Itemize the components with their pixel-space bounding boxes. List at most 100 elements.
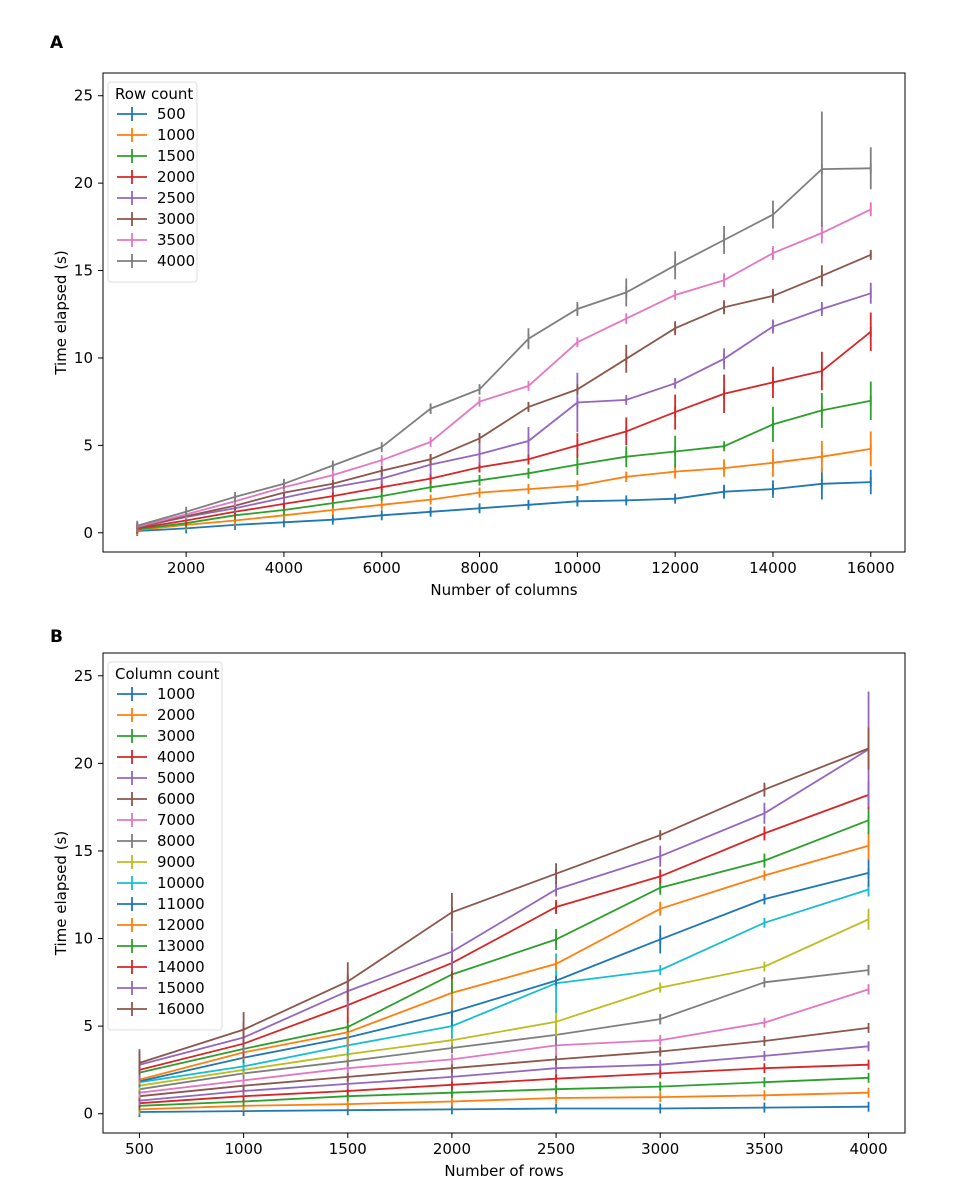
y-tick-label: 20 — [74, 754, 93, 772]
legend-label: 1500 — [157, 147, 195, 165]
x-tick-label: 2500 — [537, 1140, 575, 1158]
x-tick-label: 14000 — [749, 559, 797, 577]
legend-item: 8000 — [117, 832, 195, 850]
x-tick-label: 3000 — [641, 1140, 679, 1158]
legend-item: 15000 — [117, 979, 205, 997]
legend-label: 14000 — [157, 958, 205, 976]
x-tick-label: 4000 — [849, 1140, 887, 1158]
y-tick-label: 15 — [74, 842, 93, 860]
series-13000 — [138, 806, 870, 1080]
x-tick-label: 2000 — [167, 559, 205, 577]
panel-label: A — [50, 33, 64, 53]
series-line — [139, 1045, 869, 1102]
series-3500 — [136, 202, 872, 532]
y-tick-label: 25 — [74, 667, 93, 685]
series-line — [139, 844, 869, 1081]
x-axis-label: Number of rows — [444, 1162, 564, 1180]
legend-item: 4000 — [117, 748, 195, 766]
axes-frame — [102, 652, 906, 1134]
legend-item: 16000 — [117, 1000, 205, 1018]
series-line — [137, 399, 871, 531]
series-line — [137, 448, 871, 531]
series-line — [139, 1076, 869, 1107]
legend-item: 5000 — [117, 769, 195, 787]
legend-item: 9000 — [117, 853, 195, 871]
y-tick-label: 10 — [74, 349, 93, 367]
legend-item: 6000 — [117, 790, 195, 808]
legend: Column count 1000 2000 3000 4000 5000 6000 7000… — [107, 661, 223, 1031]
legend-box — [107, 81, 198, 283]
panel-b: B 500 1000 1500 2000 2500 3000 3500 4000 0 5 10 15 20… — [50, 627, 906, 1180]
legend-item: 3500 — [117, 231, 195, 249]
axes-frame — [102, 72, 906, 553]
legend: Row count 500 1000 1500 2000 2500 3000 3500 4000 — [107, 81, 198, 283]
series-line — [139, 1027, 869, 1098]
legend-box — [107, 661, 223, 1031]
series-line — [136, 253, 872, 529]
legend-label: 2000 — [157, 706, 195, 724]
y-tick-label: 0 — [83, 1105, 93, 1123]
x-tick-label: 6000 — [363, 559, 401, 577]
legend-label: 4000 — [157, 252, 195, 270]
x-tick-label: 4000 — [265, 559, 303, 577]
legend-label: 1000 — [157, 126, 195, 144]
legend-label: 5000 — [157, 769, 195, 787]
legend-item: 3000 — [117, 727, 195, 745]
series-line — [139, 918, 869, 1087]
series-16000 — [138, 727, 870, 1076]
legend-label: 16000 — [157, 1000, 205, 1018]
y-tick-label: 5 — [83, 436, 93, 454]
legend-label: 3000 — [157, 727, 195, 745]
series-line — [137, 292, 872, 529]
series-line — [139, 888, 869, 1084]
legend-item: 2500 — [117, 189, 195, 207]
series-line — [139, 1063, 869, 1105]
legend-label: 4000 — [157, 748, 195, 766]
legend-item: 4000 — [117, 252, 195, 270]
series-line — [139, 969, 869, 1091]
legend-label: 3000 — [157, 210, 195, 228]
x-tick-label: 1500 — [329, 1140, 367, 1158]
series-2500 — [136, 282, 872, 533]
legend-label: 9000 — [157, 853, 195, 871]
series-line — [139, 872, 869, 1083]
x-tick-label: 500 — [125, 1140, 154, 1158]
legend-item: 2000 — [117, 706, 195, 724]
series-14000 — [138, 780, 870, 1079]
legend-label: 1000 — [157, 685, 195, 703]
series-line — [139, 794, 869, 1071]
series-4000 — [136, 111, 872, 531]
legend-label: 3500 — [157, 231, 195, 249]
series-line — [139, 819, 869, 1074]
legend-label: 500 — [157, 105, 186, 123]
legend-item: 13000 — [117, 937, 205, 955]
x-tick-label: 10000 — [553, 559, 601, 577]
series-8000 — [138, 964, 870, 1095]
legend-label: 10000 — [157, 874, 205, 892]
y-tick-label: 15 — [74, 262, 93, 280]
series-line — [136, 208, 872, 528]
y-tick-label: 20 — [74, 174, 93, 192]
x-tick-label: 12000 — [651, 559, 699, 577]
x-tick-label: 3500 — [745, 1140, 783, 1158]
legend-label: 13000 — [157, 937, 205, 955]
series-3000 — [136, 249, 872, 533]
series-line — [136, 167, 871, 527]
legend-item: 14000 — [117, 958, 205, 976]
x-axis-label: Number of columns — [430, 581, 577, 599]
y-tick-label: 25 — [74, 87, 93, 105]
series-line — [139, 1105, 869, 1113]
series-line — [139, 748, 869, 1066]
legend-item: 10000 — [117, 874, 205, 892]
series-1500 — [136, 381, 872, 535]
y-tick-label: 5 — [83, 1017, 93, 1035]
series-line — [137, 330, 872, 530]
legend-item: 2000 — [117, 168, 195, 186]
y-axis-label: Time elapsed (s) — [52, 250, 70, 375]
x-tick-label: 16000 — [847, 559, 895, 577]
series-1000 — [138, 1101, 870, 1117]
legend-label: 6000 — [157, 790, 195, 808]
series-line — [139, 988, 869, 1094]
legend-title: Column count — [115, 665, 220, 683]
